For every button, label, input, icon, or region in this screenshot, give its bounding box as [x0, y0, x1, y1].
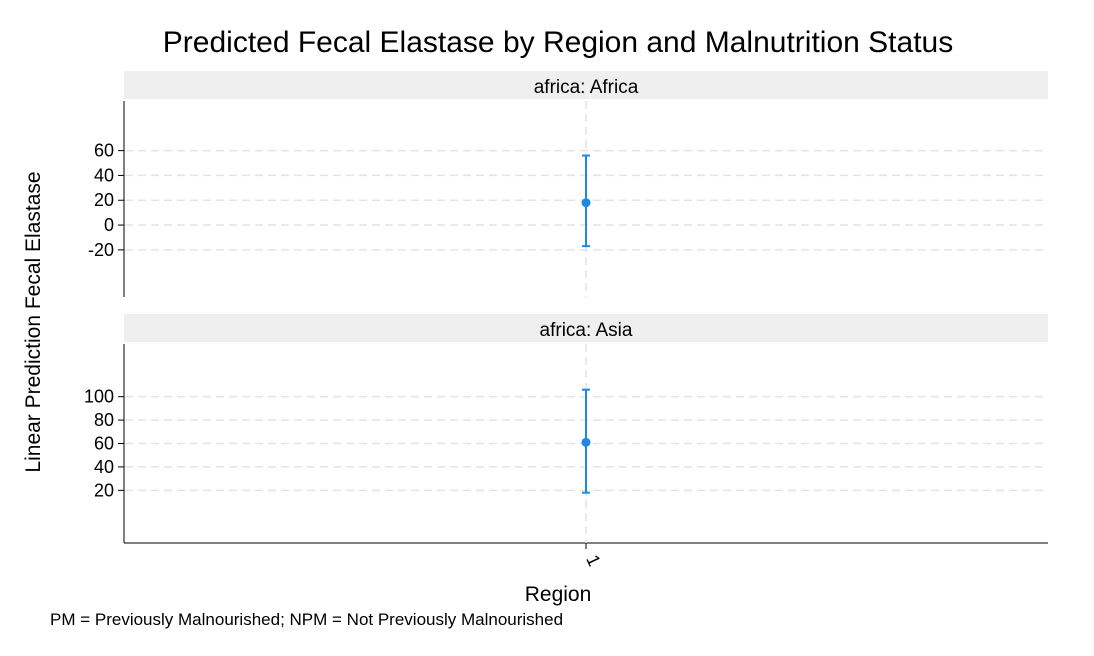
y-tick-label: 60 [94, 141, 114, 161]
x-tick-label: 1 [582, 552, 604, 570]
y-tick-label: 20 [94, 190, 114, 210]
y-tick-label: 100 [84, 387, 114, 407]
y-tick-label: 40 [94, 457, 114, 477]
y-tick-label: 40 [94, 165, 114, 185]
data-point [581, 437, 591, 447]
y-tick-label: 60 [94, 434, 114, 454]
chart-title: Predicted Fecal Elastase by Region and M… [163, 26, 953, 59]
footnote: PM = Previously Malnourished; NPM = Not … [50, 610, 563, 629]
data-points [581, 388, 591, 494]
x-axis-label: Region [525, 583, 592, 606]
y-tick-label: -20 [88, 240, 114, 260]
y-axis-ticks: 60 40 20 0 -20 [88, 141, 124, 260]
y-axis-label: Linear Prediction Fecal Elastase [22, 171, 45, 472]
panel-africa: africa: Africa 60 40 20 0 -20 [88, 71, 1048, 297]
y-tick-label: 20 [94, 480, 114, 500]
y-axis-ticks: 100 80 60 40 20 [84, 387, 124, 500]
panel-strip [124, 314, 1048, 342]
y-tick-label: 80 [94, 410, 114, 430]
panel-strip [124, 71, 1048, 99]
panel-asia: africa: Asia 100 80 60 40 20 [84, 314, 1048, 544]
data-points [581, 154, 591, 248]
data-point [581, 198, 591, 208]
panel-strip-label: africa: Asia [540, 320, 633, 341]
y-tick-label: 0 [104, 215, 114, 235]
panel-strip-label: africa: Africa [534, 77, 639, 98]
